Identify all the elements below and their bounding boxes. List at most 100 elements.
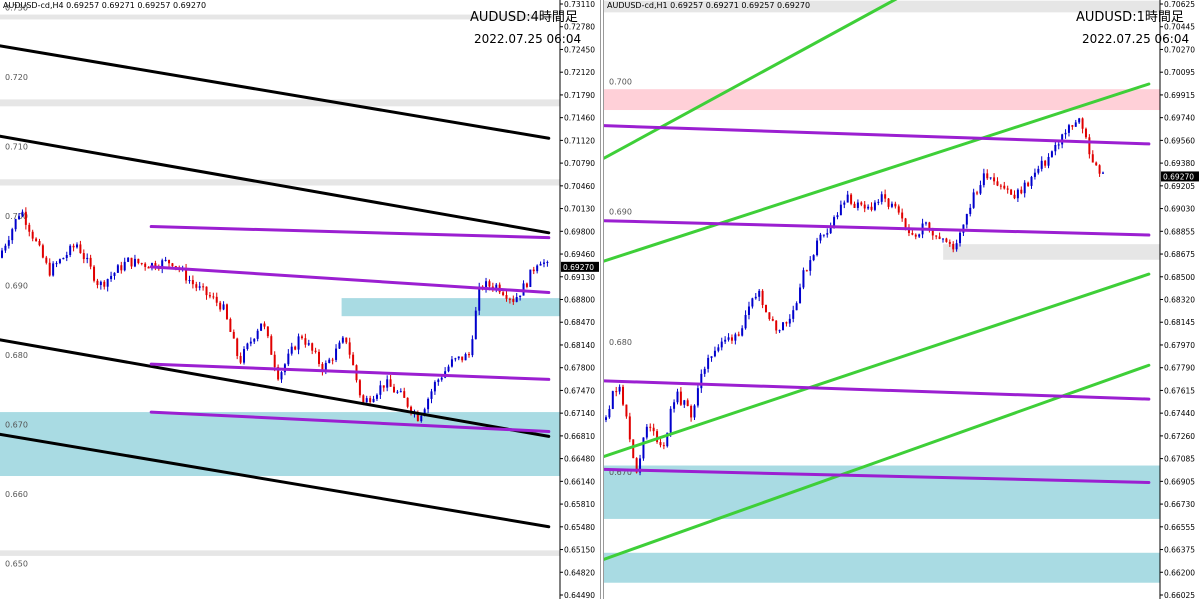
candle-body bbox=[659, 442, 662, 446]
candle-body bbox=[822, 234, 825, 236]
candle-body bbox=[263, 323, 266, 327]
trendline-3 bbox=[604, 363, 1151, 561]
h1-chart-canvas[interactable]: 0.7000.6900.6800.6700.6600.706250.704450… bbox=[604, 0, 1200, 599]
level-label: 0.670 bbox=[609, 468, 632, 477]
candle-body bbox=[103, 281, 106, 287]
level-label: 0.700 bbox=[609, 77, 632, 86]
candle-body bbox=[433, 382, 436, 392]
candle-body bbox=[652, 427, 655, 432]
candle-body bbox=[890, 203, 893, 207]
candle-body bbox=[31, 231, 34, 239]
level-label: 0.680 bbox=[5, 351, 28, 360]
price-tick-label: 0.66140 bbox=[564, 477, 595, 486]
candle-body bbox=[788, 318, 791, 324]
candle-body bbox=[266, 326, 269, 337]
candle-body bbox=[123, 261, 126, 271]
candle-body bbox=[505, 295, 508, 299]
price-tick-label: 0.67970 bbox=[1164, 341, 1195, 350]
zone-4 bbox=[0, 412, 560, 477]
trendline-1 bbox=[0, 134, 551, 235]
h4-chart-canvas[interactable]: 0.730 0.720 0.710 0.700 0.690 0.680 0.670 0.660… bbox=[0, 0, 600, 599]
candle-body bbox=[1057, 144, 1060, 146]
candle-body bbox=[615, 391, 618, 393]
candle-body bbox=[863, 204, 866, 209]
candle-body bbox=[120, 265, 123, 271]
candle-body bbox=[7, 240, 10, 246]
candle-body bbox=[713, 350, 716, 357]
candle-body bbox=[931, 229, 934, 236]
candle-body bbox=[137, 258, 140, 264]
candle-body bbox=[768, 312, 771, 320]
candle-body bbox=[969, 207, 972, 214]
candle-body bbox=[256, 330, 259, 339]
candle-body bbox=[799, 287, 802, 304]
candle-body bbox=[819, 234, 822, 241]
candle-body bbox=[683, 400, 686, 405]
candle-body bbox=[1016, 189, 1019, 199]
h1-chart-panel[interactable]: 0.7000.6900.6800.6700.6600.706250.704450… bbox=[604, 0, 1200, 599]
candle-body bbox=[154, 263, 157, 269]
candle-body bbox=[1101, 172, 1104, 174]
candle-body bbox=[99, 281, 102, 286]
zone-4 bbox=[604, 552, 1160, 583]
candle-body bbox=[86, 257, 89, 260]
price-tick-label: 0.68140 bbox=[564, 341, 595, 350]
candle-body bbox=[379, 385, 382, 395]
candle-body bbox=[75, 244, 78, 248]
candle-body bbox=[999, 185, 1002, 187]
candle-body bbox=[826, 233, 829, 235]
candle-body bbox=[700, 373, 703, 389]
h1-chart-header: AUDUSD-cd,H1 0.69257 0.69271 0.69257 0.6… bbox=[607, 1, 811, 10]
candle-body bbox=[853, 203, 856, 208]
current-price-label: 0.69270 bbox=[563, 263, 594, 272]
candle-body bbox=[608, 408, 611, 418]
candle-body bbox=[914, 234, 917, 237]
candle-body bbox=[164, 259, 167, 261]
candle-body bbox=[1023, 182, 1026, 194]
candle-body bbox=[21, 211, 24, 217]
trendline-0 bbox=[0, 44, 551, 140]
candle-body bbox=[856, 202, 859, 208]
candle-body bbox=[236, 338, 239, 356]
price-tick-label: 0.66905 bbox=[1164, 477, 1195, 486]
candle-body bbox=[1067, 125, 1070, 133]
trendline-3 bbox=[0, 432, 551, 529]
candle-body bbox=[369, 398, 372, 403]
candle-body bbox=[304, 338, 307, 345]
trendline-6 bbox=[149, 362, 551, 381]
candle-body bbox=[703, 368, 706, 374]
price-tick-label: 0.65810 bbox=[564, 500, 595, 509]
candle-body bbox=[24, 211, 27, 225]
candle-body bbox=[645, 426, 648, 438]
candle-body bbox=[639, 458, 642, 473]
candle-body bbox=[55, 263, 58, 265]
candle-body bbox=[249, 341, 252, 344]
h4-chart-panel[interactable]: 0.730 0.720 0.710 0.700 0.690 0.680 0.670 0.660… bbox=[0, 0, 600, 599]
candle-body bbox=[171, 263, 174, 267]
candle-body bbox=[467, 354, 470, 356]
candle-body bbox=[976, 192, 979, 194]
price-tick-label: 0.72780 bbox=[564, 23, 595, 32]
candle-body bbox=[35, 238, 38, 242]
candle-body bbox=[986, 173, 989, 179]
candle-body bbox=[188, 280, 191, 282]
candle-body bbox=[287, 353, 290, 365]
candle-body bbox=[662, 445, 665, 447]
candle-body bbox=[1091, 154, 1094, 163]
candle-body bbox=[1050, 151, 1053, 157]
candle-body bbox=[669, 408, 672, 433]
candle-body bbox=[420, 415, 423, 422]
candle-body bbox=[942, 238, 945, 240]
level-label: 0.730 bbox=[5, 4, 28, 13]
candle-body bbox=[495, 284, 498, 290]
candle-body bbox=[867, 206, 870, 209]
candle-body bbox=[338, 342, 341, 349]
candle-body bbox=[69, 245, 72, 256]
candle-body bbox=[447, 366, 450, 372]
h4-chart-title: AUDUSD:4時間足 bbox=[470, 10, 578, 25]
candle-body bbox=[440, 377, 443, 380]
candle-body bbox=[741, 328, 744, 336]
candle-body bbox=[130, 257, 133, 267]
candle-body bbox=[952, 243, 955, 250]
price-tick-label: 0.69915 bbox=[1164, 91, 1195, 100]
